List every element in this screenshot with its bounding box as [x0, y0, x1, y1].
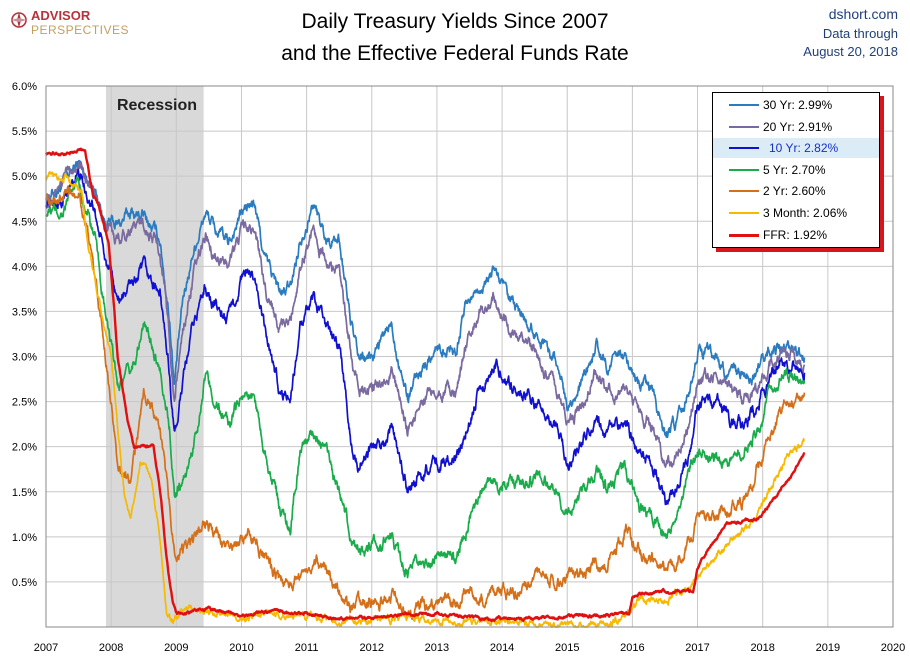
x-tick-label: 2018 — [750, 642, 774, 654]
chart-title-line2: and the Effective Federal Funds Rate — [281, 42, 629, 65]
x-tick-label: 2014 — [490, 642, 514, 654]
series-line-30yr — [45, 159, 806, 439]
logo-line1: ADVISOR — [31, 8, 91, 23]
compass-icon — [11, 12, 27, 28]
legend-swatch-20yr — [729, 126, 759, 128]
y-tick-label: 1.0% — [12, 532, 37, 544]
series-line-ffr — [44, 147, 806, 623]
y-tick-label: 3.0% — [12, 352, 37, 364]
x-tick-label: 2010 — [229, 642, 253, 654]
legend-label-5yr: 5 Yr: 2.70% — [763, 163, 826, 177]
x-tick-label: 2019 — [816, 642, 840, 654]
legend-label-ffr: FFR: 1.92% — [763, 228, 828, 242]
plot-frame — [45, 85, 894, 628]
series-lines — [44, 147, 806, 628]
y-tick-label: 6.0% — [12, 81, 37, 93]
x-tick-label: 2008 — [99, 642, 123, 654]
logo-line2: PERSPECTIVES — [31, 23, 129, 37]
x-tick-label: 2020 — [881, 642, 905, 654]
legend-item-2yr: 2 Yr: 2.60% — [713, 181, 879, 201]
x-tick-labels: 2007 2008 2009 2010 2011 2012 2013 2014 2015 2016… — [34, 642, 905, 654]
legend-label-10yr: 10 Yr: 2.82% — [769, 141, 839, 155]
x-tick-label: 2013 — [425, 642, 449, 654]
y-tick-labels: 0.5% 1.0% 1.5% 2.0% 2.5% 3.0% 3.5% 4.0% 4.5% 5.0%… — [12, 81, 37, 589]
y-tick-label: 2.0% — [12, 442, 37, 454]
date-note-line1: Data through — [822, 26, 898, 41]
y-tick-label: 5.0% — [12, 171, 37, 183]
legend-item-10yr: 10 Yr: 2.82% — [713, 138, 879, 158]
series-line-20yr — [45, 161, 806, 468]
x-tick-label: 2009 — [164, 642, 188, 654]
legend-item-3mo: 3 Month: 2.06% — [713, 203, 879, 223]
x-tick-label: 2007 — [34, 642, 58, 654]
y-tick-label: 1.5% — [12, 487, 37, 499]
y-tick-label: 4.0% — [12, 261, 37, 273]
series-line-2yr — [45, 185, 806, 621]
legend-item-30yr: 30 Yr: 2.99% — [713, 95, 879, 115]
legend-label-2yr: 2 Yr: 2.60% — [763, 184, 826, 198]
x-tick-label: 2015 — [555, 642, 579, 654]
legend-label-20yr: 20 Yr: 2.91% — [763, 120, 833, 134]
legend-swatch-30yr — [729, 104, 759, 106]
legend-item-ffr: FFR: 1.92% — [713, 225, 879, 245]
legend-swatch-10yr — [729, 147, 759, 149]
legend-label-30yr: 30 Yr: 2.99% — [763, 98, 833, 112]
chart-legend: 30 Yr: 2.99% 20 Yr: 2.91% 10 Yr: 2.82% 5… — [712, 92, 880, 248]
x-tick-label: 2012 — [360, 642, 384, 654]
legend-swatch-5yr — [729, 169, 759, 171]
x-tick-label: 2011 — [295, 642, 319, 654]
legend-label-3mo: 3 Month: 2.06% — [763, 206, 848, 220]
recession-label: Recession — [117, 97, 197, 114]
chart-title-line1: Daily Treasury Yields Since 2007 — [301, 10, 609, 33]
legend-item-5yr: 5 Yr: 2.70% — [713, 160, 879, 180]
legend-swatch-2yr — [729, 190, 759, 192]
legend-item-20yr: 20 Yr: 2.91% — [713, 117, 879, 137]
y-tick-label: 3.5% — [12, 306, 37, 318]
source-label: dshort.com — [828, 6, 898, 22]
x-tick-label: 2016 — [620, 642, 644, 654]
y-tick-label: 5.5% — [12, 126, 37, 138]
legend-swatch-3mo — [729, 212, 759, 214]
date-note-line2: August 20, 2018 — [803, 44, 898, 59]
legend-swatch-ffr — [729, 234, 759, 237]
y-tick-label: 0.5% — [12, 577, 37, 589]
y-tick-label: 2.5% — [12, 397, 37, 409]
series-line-10yr — [45, 168, 806, 506]
axis-frame — [45, 85, 894, 628]
y-tick-label: 4.5% — [12, 216, 37, 228]
advisor-perspectives-logo: ADVISOR PERSPECTIVES — [10, 8, 200, 45]
x-tick-label: 2017 — [685, 642, 709, 654]
series-line-5yr — [45, 176, 806, 579]
